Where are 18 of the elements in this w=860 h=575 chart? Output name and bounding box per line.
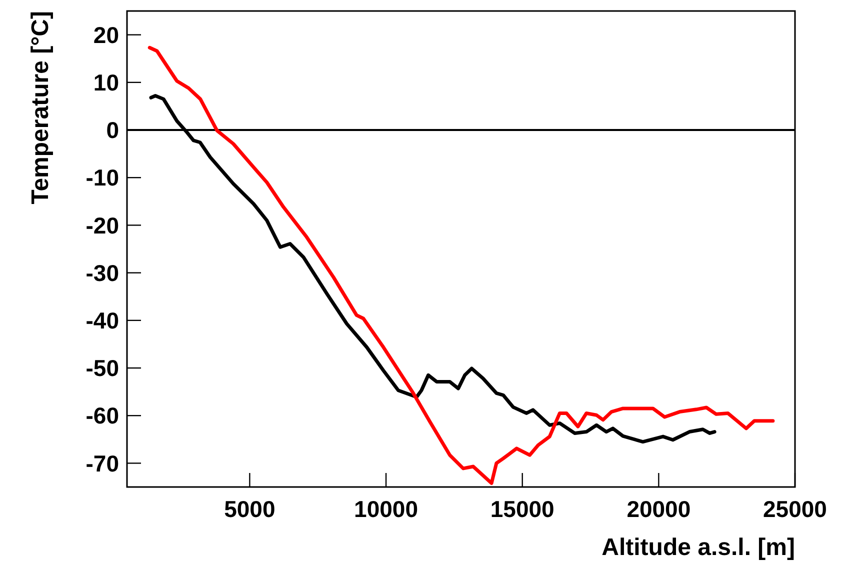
x-axis-title: Altitude a.s.l. [m] <box>602 534 795 561</box>
y-tick-label: -40 <box>86 307 119 334</box>
x-tick-label: 5000 <box>224 496 276 522</box>
y-tick-label: -10 <box>86 164 119 191</box>
line-series <box>148 46 775 485</box>
y-tick-label: -30 <box>86 260 119 286</box>
x-tick-label: 10000 <box>354 496 418 522</box>
y-axis-title: Temperature [°C] <box>27 11 54 204</box>
y-tick-label: -20 <box>86 212 119 238</box>
y-tick-label: 10 <box>93 69 119 96</box>
x-tick-label: 20000 <box>626 496 691 522</box>
y-tick-label: -70 <box>86 450 119 476</box>
x-tick-label: 15000 <box>490 496 554 522</box>
y-tick-label: 0 <box>106 117 119 144</box>
y-tick-label: -50 <box>86 355 119 382</box>
y-tick-label: -60 <box>86 402 119 429</box>
x-tick-label: 25000 <box>763 496 827 522</box>
y-tick-label: 20 <box>93 22 119 48</box>
